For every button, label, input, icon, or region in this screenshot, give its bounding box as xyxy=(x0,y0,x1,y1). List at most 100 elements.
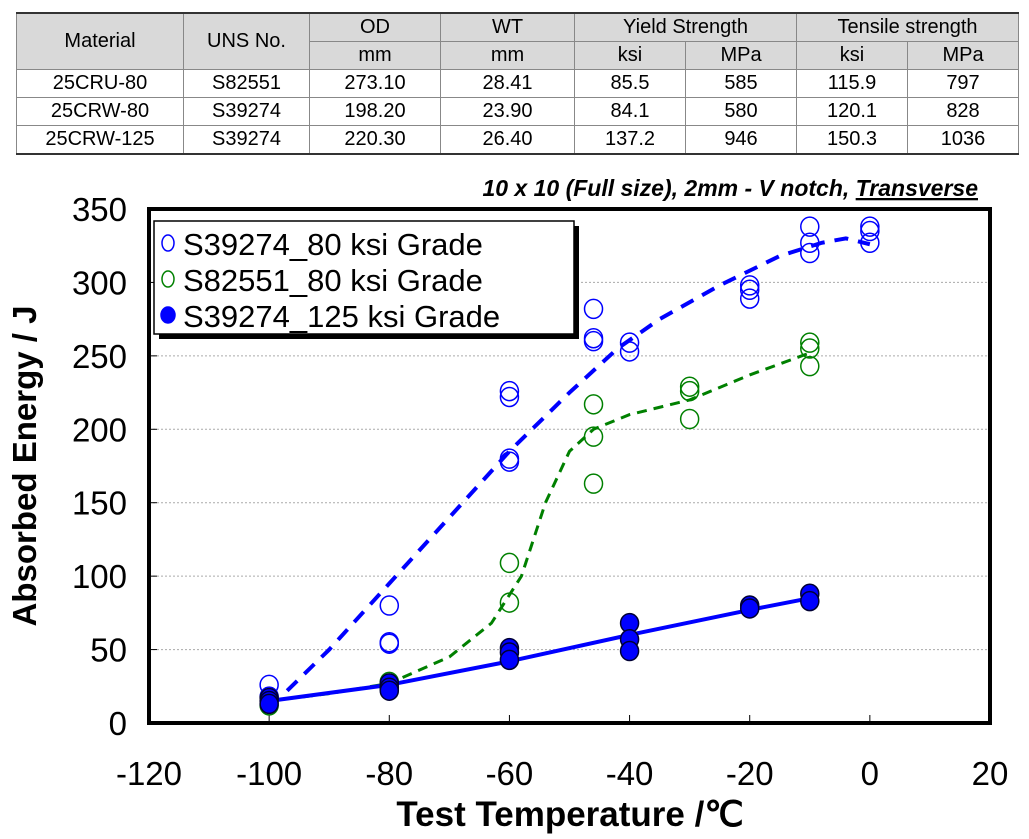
x-tick-label: -120 xyxy=(116,755,182,792)
table-cell: 585 xyxy=(685,69,797,98)
data-point xyxy=(499,552,520,574)
table-cell: 25CRW-80 xyxy=(16,97,184,126)
y-tick-label: 100 xyxy=(72,558,127,595)
legend-marker xyxy=(161,270,175,288)
table-cell: 580 xyxy=(685,97,797,126)
y-tick-label: 250 xyxy=(72,338,127,375)
data-point xyxy=(379,631,400,653)
data-point xyxy=(800,216,820,237)
data-point xyxy=(379,633,400,654)
data-point xyxy=(499,592,520,613)
unit-yield-ksi: ksi xyxy=(574,41,686,70)
table-cell: 25CRW-125 xyxy=(16,125,184,155)
x-axis-label: Test Temperature /℃ xyxy=(396,795,743,834)
data-point xyxy=(499,451,520,472)
table-cell: 273.10 xyxy=(309,69,441,98)
table-cell: 150.3 xyxy=(796,125,908,155)
data-point xyxy=(860,232,880,254)
data-point xyxy=(583,473,604,494)
chart-title: 10 x 10 (Full size), 2mm - V notch, Tran… xyxy=(482,175,978,201)
chart-title-main: 10 x 10 (Full size), 2mm - V notch, xyxy=(482,175,855,201)
data-point xyxy=(679,376,700,397)
data-point xyxy=(499,386,520,408)
table-cell: 84.1 xyxy=(574,97,686,126)
legend-label: S39274_125 ksi Grade xyxy=(183,299,500,334)
table-cell: 85.5 xyxy=(574,69,686,98)
data-point xyxy=(800,332,820,353)
table-cell: 23.90 xyxy=(440,97,575,126)
y-axis-label: Absorbed Energy / J xyxy=(6,306,43,627)
x-tick-label: -60 xyxy=(486,755,534,792)
legend-label: S39274_80 ksi Grade xyxy=(183,227,483,262)
y-tick-label: 0 xyxy=(109,705,127,742)
data-point xyxy=(583,298,604,320)
unit-tensile-ksi: ksi xyxy=(796,41,908,70)
fit-line-1 xyxy=(268,351,811,703)
table-cell: 115.9 xyxy=(796,69,908,98)
data-point xyxy=(499,380,520,402)
table-row: 25CRU-80 S82551 273.10 28.41 85.5 585 115.9 797 xyxy=(16,69,1019,98)
table-cell: S39274 xyxy=(183,125,310,155)
y-tick-label: 50 xyxy=(90,632,127,669)
header-od: OD xyxy=(309,12,441,42)
chart-title-orientation: Transverse xyxy=(856,175,979,201)
table-cell: 828 xyxy=(907,97,1019,126)
table-cell: S82551 xyxy=(183,69,310,98)
table-cell: S39274 xyxy=(183,97,310,126)
table-cell: 220.30 xyxy=(309,125,441,155)
data-point xyxy=(860,216,880,237)
data-point xyxy=(499,649,520,671)
data-point xyxy=(259,693,279,715)
x-tick-label: -80 xyxy=(365,755,413,792)
unit-wt: mm xyxy=(440,41,575,70)
data-point xyxy=(800,590,820,612)
data-point xyxy=(679,380,700,402)
header-yield: Yield Strength xyxy=(574,12,797,42)
data-point xyxy=(583,426,604,447)
x-tick-label: -20 xyxy=(726,755,774,792)
data-point xyxy=(619,332,640,353)
unit-yield-mpa: MPa xyxy=(685,41,797,70)
legend-marker xyxy=(160,306,176,324)
x-tick-label: 20 xyxy=(972,755,1009,792)
material-properties-table: Material UNS No. OD WT Yield Strength Te… xyxy=(16,12,1019,155)
data-point xyxy=(860,220,880,242)
data-point xyxy=(739,279,760,301)
header-tensile: Tensile strength xyxy=(796,12,1019,42)
data-point xyxy=(800,232,820,254)
unit-tensile-mpa: MPa xyxy=(907,41,1019,70)
data-point xyxy=(679,408,700,430)
header-wt: WT xyxy=(440,12,575,42)
legend xyxy=(153,220,575,335)
y-tick-label: 200 xyxy=(72,411,127,448)
plot-frame xyxy=(147,207,992,725)
data-point xyxy=(619,640,640,662)
table-cell: 120.1 xyxy=(796,97,908,126)
y-tick-label: 150 xyxy=(72,485,127,522)
data-point xyxy=(619,341,640,362)
fit-line-0 xyxy=(285,236,871,693)
data-point xyxy=(739,598,760,619)
data-point xyxy=(739,275,760,296)
table-cell: 137.2 xyxy=(574,125,686,155)
table-row: 25CRW-80 S39274 198.20 23.90 84.1 580 120.1 828 xyxy=(16,97,1019,126)
x-tick-label: 0 xyxy=(861,755,879,792)
data-point xyxy=(800,355,820,377)
table-cell: 946 xyxy=(685,125,797,155)
y-tick-label: 300 xyxy=(72,264,127,301)
data-point xyxy=(800,242,820,264)
legend-marker xyxy=(161,234,175,252)
legend-label: S82551_80 ksi Grade xyxy=(183,263,483,298)
table-cell: 26.40 xyxy=(440,125,575,155)
data-point xyxy=(379,680,400,701)
fit-line-2 xyxy=(268,596,811,703)
x-tick-label: -100 xyxy=(236,755,302,792)
data-point xyxy=(739,288,760,309)
data-point xyxy=(583,394,604,415)
unit-od: mm xyxy=(309,41,441,70)
data-point xyxy=(800,338,820,359)
table-cell: 198.20 xyxy=(309,97,441,126)
table-cell: 28.41 xyxy=(440,69,575,98)
y-tick-label: 350 xyxy=(72,191,127,228)
